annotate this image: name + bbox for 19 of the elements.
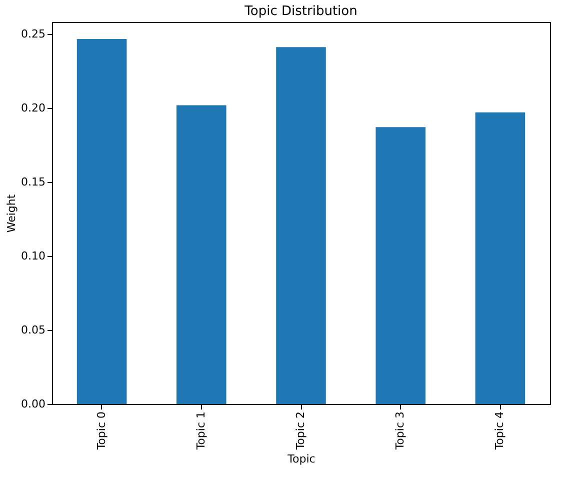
chart-title: Topic Distribution	[244, 4, 358, 19]
x-tick-label: Topic 0	[94, 412, 108, 451]
x-axis-title: Topic	[286, 452, 316, 466]
y-tick-label: 0.25	[21, 27, 46, 40]
bar	[76, 39, 127, 404]
x-tick-label: Topic 2	[294, 412, 307, 451]
y-tick-label: 0.15	[21, 175, 46, 188]
y-tick-label: 0.20	[21, 101, 46, 114]
y-axis-title: Weight	[5, 194, 18, 233]
y-tick-label: 0.05	[21, 323, 46, 336]
y-tick-label: 0.10	[21, 249, 46, 262]
bar	[276, 47, 326, 404]
bar	[376, 127, 426, 404]
bar	[475, 112, 526, 404]
x-tick-label: Topic 1	[194, 412, 208, 451]
y-tick-label: 0.00	[21, 398, 46, 410]
bar	[176, 105, 226, 404]
x-tick-label: Topic 3	[394, 412, 407, 451]
x-tick-label: Topic 4	[493, 412, 506, 451]
